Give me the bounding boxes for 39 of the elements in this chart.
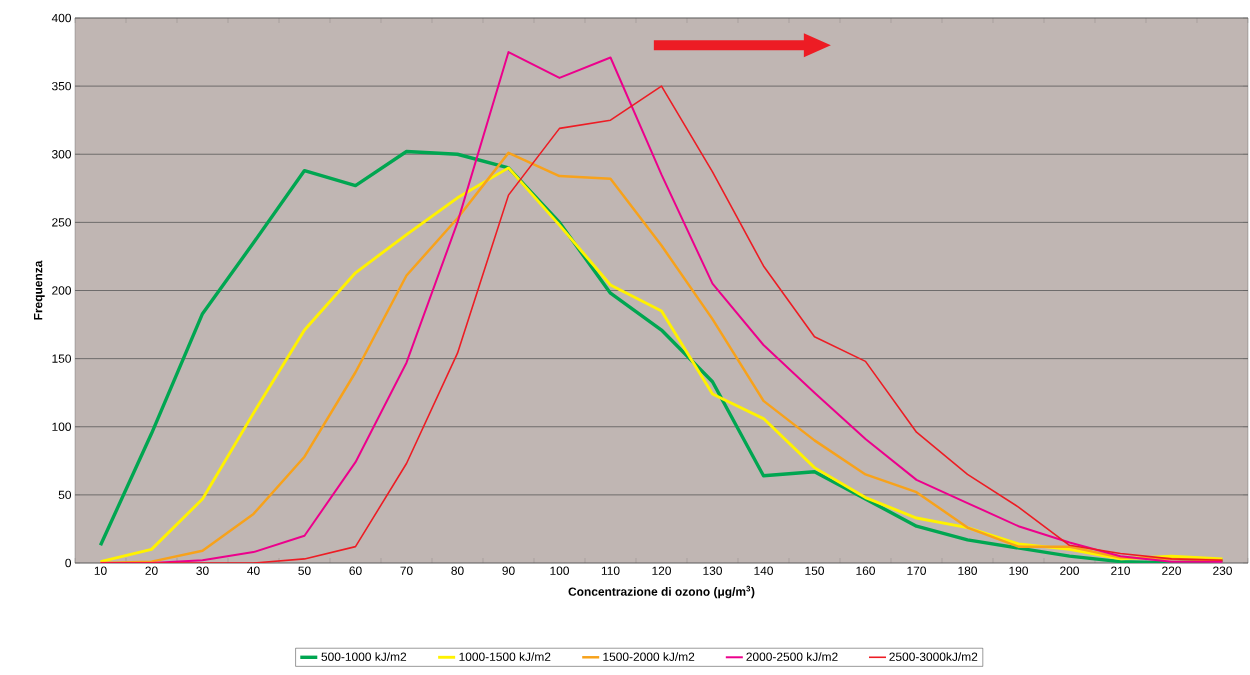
- x-tick-label: 80: [451, 566, 464, 575]
- legend-label: 2000-2500 kJ/m2: [746, 652, 838, 661]
- x-tick-label: 10: [94, 566, 107, 575]
- x-tick-label: 190: [1009, 566, 1028, 575]
- x-tick-label: 220: [1162, 566, 1181, 575]
- x-tick-label: 100: [550, 566, 569, 575]
- x-tick-label: 50: [298, 566, 311, 575]
- y-tick-label: 0: [65, 558, 72, 568]
- x-tick-label: 40: [247, 566, 260, 575]
- legend-label: 1000-1500 kJ/m2: [459, 652, 551, 661]
- legend-label: 1500-2000 kJ/m2: [603, 652, 695, 661]
- x-tick-label: 210: [1111, 566, 1130, 575]
- x-tick-label: 160: [856, 566, 875, 575]
- x-tick-label: 30: [196, 566, 209, 575]
- x-tick-label: 20: [145, 566, 158, 575]
- y-tick-label: 300: [51, 150, 72, 159]
- x-tick-label: 170: [907, 566, 926, 575]
- x-tick-label: 150: [805, 566, 824, 575]
- x-tick-label: 60: [349, 566, 362, 575]
- y-axis-title: Frequenza: [33, 260, 45, 320]
- x-tick-label: 130: [703, 566, 722, 575]
- y-tick-label: 350: [51, 81, 72, 91]
- x-axis-title: Concentrazione di ozono (μg/m$^{3}$): [568, 585, 755, 599]
- x-tick-label: 70: [400, 566, 413, 575]
- y-tick-label: 150: [52, 354, 72, 363]
- y-tick-label: 400: [51, 13, 72, 23]
- y-tick-label: 200: [52, 286, 72, 295]
- y-tick-label: 100: [52, 422, 72, 431]
- x-tick-label: 180: [958, 566, 977, 575]
- x-tick-label: 90: [502, 566, 515, 575]
- x-tick-label: 230: [1213, 566, 1232, 575]
- y-tick-label: 50: [58, 490, 72, 500]
- x-tick-label: 120: [652, 566, 671, 575]
- legend-label: 500-1000 kJ/m2: [321, 652, 407, 661]
- x-tick-label: 110: [601, 566, 620, 575]
- x-tick-label: 200: [1060, 566, 1079, 575]
- legend-label: 2500-3000kJ/m2: [889, 652, 978, 661]
- x-tick-label: 140: [754, 566, 773, 575]
- y-tick-label: 250: [52, 218, 72, 227]
